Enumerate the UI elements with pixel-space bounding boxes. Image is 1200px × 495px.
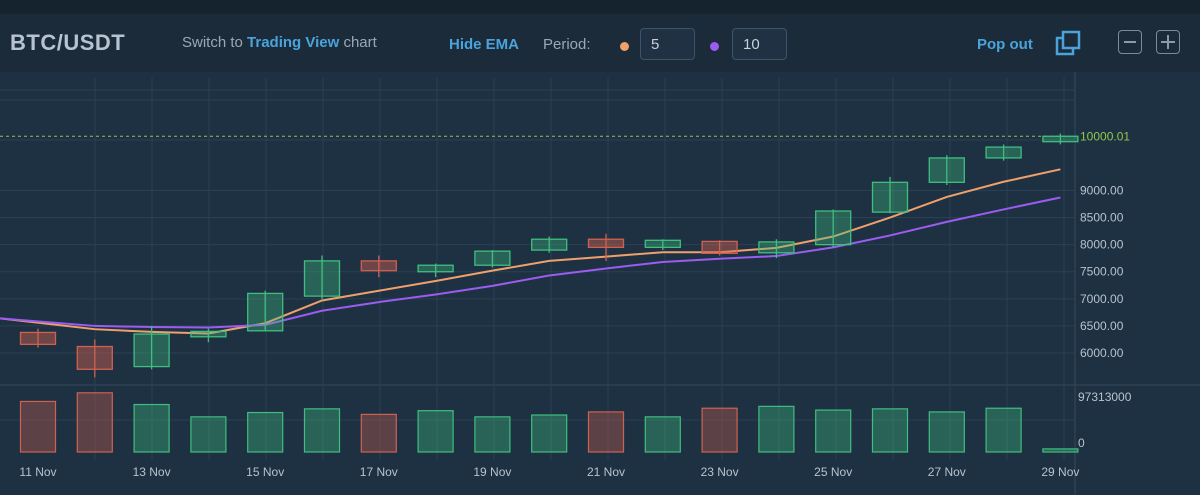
- date-tick-label: 11 Nov: [19, 465, 56, 479]
- zoom-in-button[interactable]: [1156, 30, 1180, 54]
- volume-bar: [758, 405, 795, 453]
- date-tick-label: 13 Nov: [133, 465, 171, 479]
- volume-bar: [985, 407, 1022, 453]
- date-tick-label: 25 Nov: [814, 465, 852, 479]
- candle-body: [701, 240, 738, 254]
- candle-body: [417, 264, 454, 273]
- date-tick-label: 29 Nov: [1041, 465, 1079, 479]
- date-tick-label: 19 Nov: [473, 465, 511, 479]
- price-tick-label: 7000.00: [1080, 292, 1124, 306]
- timeframe-h1[interactable]: H1: [632, 90, 656, 110]
- volume-tick-label: 97313000: [1078, 390, 1132, 404]
- window-top-strip: [0, 0, 1200, 15]
- date-tick-label: 23 Nov: [701, 465, 739, 479]
- volume-tick-label: 0: [1078, 436, 1085, 450]
- volume-bar: [19, 400, 57, 453]
- candle-body: [360, 260, 397, 272]
- price-tick-label: 7500.00: [1080, 265, 1124, 279]
- ema2-period-input[interactable]: [732, 28, 787, 60]
- timeframe-m1[interactable]: m1: [378, 90, 404, 110]
- ema-line-1: [0, 168, 1061, 335]
- plus-icon: [1161, 35, 1175, 49]
- candle-body: [247, 292, 284, 332]
- volume-bar: [928, 411, 965, 453]
- axis-labels: 10000.01 9000.00 8500.00 8000.00 7500.00 7000…: [19, 129, 1131, 479]
- volume-bar: [360, 413, 397, 453]
- candle-body: [871, 181, 909, 213]
- popout-button[interactable]: Pop out: [977, 36, 1033, 53]
- chart-grid: [0, 72, 1200, 495]
- volume-bar: [1042, 448, 1079, 453]
- volume-bar: [133, 403, 170, 453]
- price-tick-label: 6500.00: [1080, 319, 1124, 333]
- zoom-out-button[interactable]: [1118, 30, 1142, 54]
- timeframe-w1[interactable]: W1: [756, 90, 783, 110]
- candle-body: [531, 238, 568, 251]
- hide-ema-button[interactable]: Hide EMA: [449, 36, 520, 53]
- minus-icon: [1124, 41, 1136, 43]
- candle-body: [644, 239, 681, 249]
- timeframe-d1[interactable]: D1: [714, 90, 738, 110]
- ema2-color-dot: [710, 42, 719, 51]
- price-tick-label: 6000.00: [1080, 346, 1124, 360]
- chart-header: BTC/USDT Switch to Trading View chart Hi…: [0, 14, 1200, 72]
- candle-body: [474, 250, 511, 266]
- volume-bar: [871, 408, 909, 453]
- volume-bar: [76, 392, 113, 453]
- candle-body: [19, 331, 57, 346]
- volume-bar: [531, 414, 568, 453]
- price-tick-label: 8000.00: [1080, 238, 1124, 252]
- date-tick-label: 15 Nov: [246, 465, 284, 479]
- date-tick-label: 17 Nov: [360, 465, 398, 479]
- timeframe-m5[interactable]: m5: [470, 90, 496, 110]
- timeframe-m1[interactable]: M1: [803, 90, 829, 110]
- price-tick-label: 9000.00: [1080, 183, 1124, 197]
- switch-suffix: chart: [343, 34, 377, 51]
- switch-chart-text: Switch to Trading View chart: [182, 34, 377, 51]
- candle-body: [190, 330, 227, 338]
- candle-body: [133, 333, 170, 368]
- candle-body: [76, 345, 113, 370]
- volume-bar: [701, 407, 738, 453]
- timeframe-m30[interactable]: m30: [573, 90, 609, 110]
- trading-view-link[interactable]: Trading View: [247, 34, 340, 51]
- volume-bar: [417, 410, 454, 453]
- date-tick-label: 21 Nov: [587, 465, 625, 479]
- ema-lines: [0, 168, 1061, 335]
- candle-body: [815, 210, 852, 246]
- candle-body: [928, 157, 965, 183]
- switch-prefix: Switch to: [182, 34, 243, 51]
- timeframe-m3[interactable]: m3: [424, 90, 450, 110]
- chart-background: [0, 72, 1200, 495]
- volume-bar: [644, 416, 681, 453]
- candles: [19, 133, 1079, 378]
- timeframe-h4[interactable]: H4: [673, 90, 697, 110]
- volume-bar: [474, 416, 511, 453]
- date-tick-label: 27 Nov: [928, 465, 966, 479]
- candle-body: [303, 260, 341, 297]
- timeframe-m15[interactable]: m15: [516, 90, 552, 110]
- candle-body: [587, 238, 625, 249]
- pair-title: BTC/USDT: [10, 30, 126, 55]
- ema1-color-dot: [620, 42, 629, 51]
- ema-line-2: [0, 196, 1061, 329]
- current-price-label: 10000.01: [1080, 129, 1130, 143]
- period-label: Period:: [543, 36, 591, 53]
- volume-bar: [303, 408, 341, 453]
- ema1-period-input[interactable]: [640, 28, 695, 60]
- candle-body: [1042, 135, 1079, 143]
- price-tick-label: 8500.00: [1080, 211, 1124, 225]
- volume-bar: [247, 411, 284, 453]
- volume-bars: [19, 392, 1079, 453]
- volume-bar: [587, 411, 625, 453]
- candle-body: [758, 241, 795, 254]
- popout-icon[interactable]: [1055, 30, 1083, 58]
- volume-bar: [815, 409, 852, 453]
- volume-bar: [190, 416, 227, 453]
- candle-body: [985, 146, 1022, 159]
